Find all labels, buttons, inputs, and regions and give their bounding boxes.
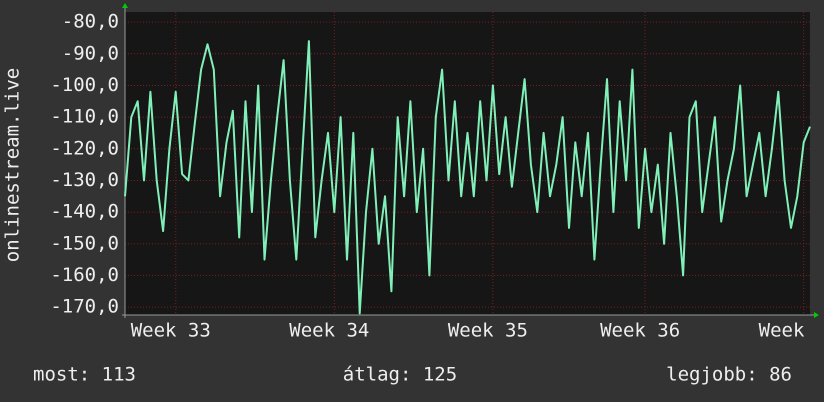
y-tick-label: -130,0 [50,169,119,191]
y-tick-label: -140,0 [50,201,119,223]
x-tick-label: Week 35 [448,320,528,342]
y-axis-label: onlinestream.live [2,68,24,262]
data-line [124,40,811,315]
footer-average: átlag: 125 [343,364,457,386]
footer-current: most: 113 [33,364,136,386]
plot-area [125,12,810,315]
x-tick-label: Week 34 [289,320,369,342]
y-tick-label: -90,0 [62,42,119,64]
axis-arrow [814,312,819,318]
x-tick-label: Week 33 [131,320,211,342]
y-tick-label: -120,0 [50,137,119,159]
y-tick-label: -110,0 [50,106,119,128]
y-tick-label: -80,0 [62,11,119,33]
y-tick-label: -150,0 [50,232,119,254]
footer-best: legjobb: 86 [666,364,792,386]
x-tick-label: Week [759,320,805,342]
y-tick-label: -170,0 [50,296,119,318]
axis-arrow [122,3,128,8]
x-tick-label: Week 36 [600,320,680,342]
y-tick-label: -160,0 [50,264,119,286]
y-tick-label: -100,0 [50,74,119,96]
